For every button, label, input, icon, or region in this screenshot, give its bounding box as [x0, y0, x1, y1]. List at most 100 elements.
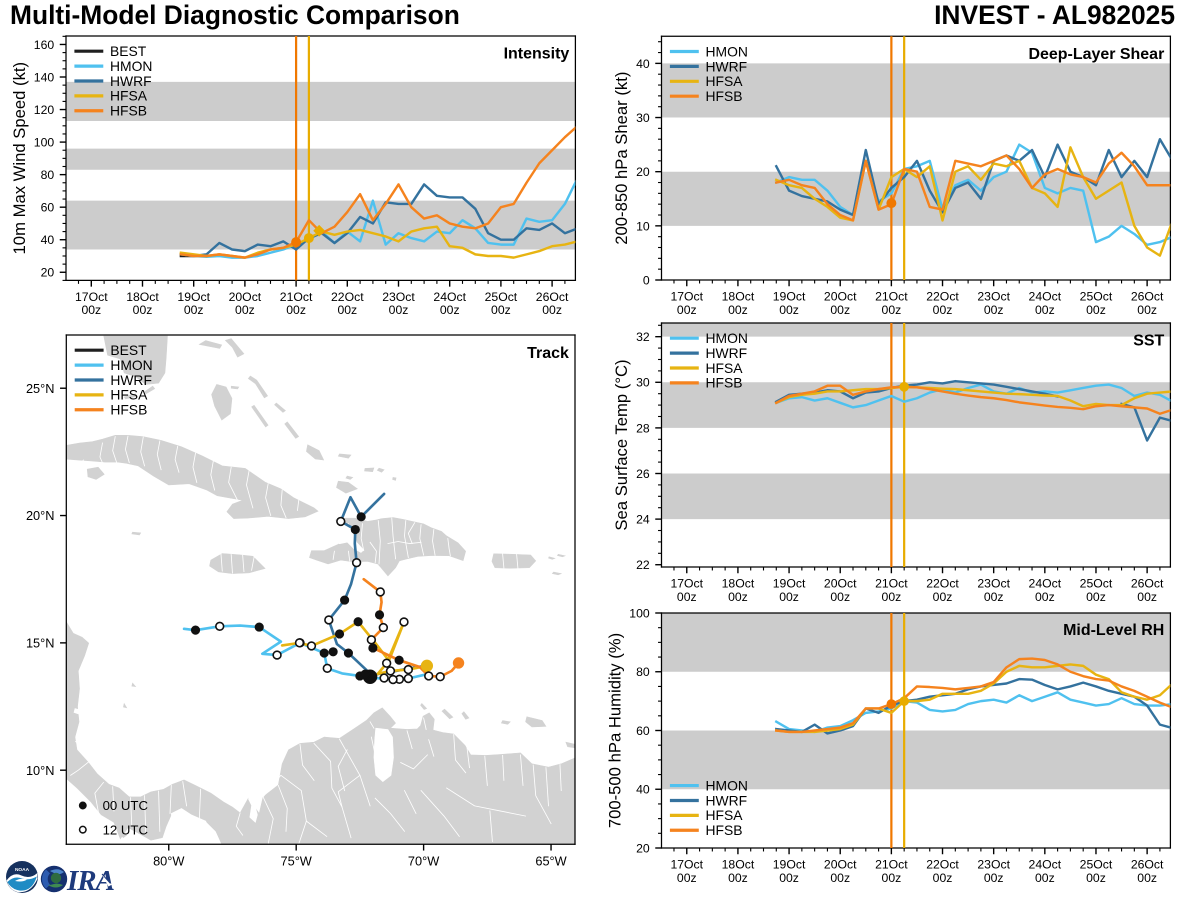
svg-text:BEST: BEST	[110, 43, 147, 59]
svg-text:60: 60	[636, 724, 650, 738]
svg-text:00z: 00z	[933, 303, 953, 317]
svg-text:25Oct: 25Oct	[485, 290, 518, 304]
svg-text:00z: 00z	[81, 303, 101, 317]
svg-text:00z: 00z	[779, 303, 799, 317]
svg-text:Mid-Level RH: Mid-Level RH	[1063, 622, 1164, 639]
svg-text:21Oct: 21Oct	[875, 290, 908, 304]
svg-text:Deep-Layer Shear: Deep-Layer Shear	[1028, 46, 1164, 63]
svg-text:00z: 00z	[933, 871, 953, 885]
svg-text:20Oct: 20Oct	[824, 290, 857, 304]
svg-text:26Oct: 26Oct	[1131, 290, 1164, 304]
svg-text:32: 32	[636, 330, 650, 344]
svg-text:30: 30	[636, 376, 650, 390]
svg-text:00z: 00z	[677, 590, 697, 604]
svg-text:20: 20	[636, 841, 650, 855]
svg-text:Sea Surface Temp (°C): Sea Surface Temp (°C)	[612, 359, 631, 530]
svg-text:00z: 00z	[882, 590, 902, 604]
svg-text:21Oct: 21Oct	[875, 858, 908, 872]
svg-text:26Oct: 26Oct	[1131, 858, 1164, 872]
svg-text:00z: 00z	[1035, 590, 1055, 604]
svg-text:HFSA: HFSA	[706, 73, 744, 89]
svg-text:SST: SST	[1133, 333, 1164, 350]
svg-text:80: 80	[636, 665, 650, 679]
svg-text:24Oct: 24Oct	[1029, 290, 1062, 304]
svg-text:00z: 00z	[830, 590, 850, 604]
svg-text:00z: 00z	[1137, 871, 1157, 885]
svg-text:00z: 00z	[286, 303, 306, 317]
svg-text:HMON: HMON	[706, 43, 748, 59]
svg-text:00z: 00z	[728, 590, 748, 604]
svg-text:23Oct: 23Oct	[977, 577, 1010, 591]
svg-text:HFSB: HFSB	[110, 402, 147, 418]
svg-text:23Oct: 23Oct	[977, 290, 1010, 304]
svg-text:00z: 00z	[984, 871, 1004, 885]
svg-text:HWRF: HWRF	[706, 792, 748, 808]
svg-text:00z: 00z	[235, 303, 255, 317]
svg-text:80: 80	[41, 168, 55, 182]
svg-text:00z: 00z	[1086, 871, 1106, 885]
svg-text:17Oct: 17Oct	[75, 290, 108, 304]
svg-text:22Oct: 22Oct	[926, 577, 959, 591]
svg-text:HMON: HMON	[110, 58, 152, 74]
svg-text:24Oct: 24Oct	[1029, 858, 1062, 872]
svg-text:30: 30	[636, 111, 650, 125]
svg-text:HFSA: HFSA	[706, 807, 744, 823]
svg-text:40: 40	[636, 783, 650, 797]
svg-text:18Oct: 18Oct	[126, 290, 159, 304]
svg-text:21Oct: 21Oct	[875, 577, 908, 591]
svg-text:26Oct: 26Oct	[536, 290, 569, 304]
svg-text:19Oct: 19Oct	[773, 858, 806, 872]
svg-text:23Oct: 23Oct	[382, 290, 415, 304]
svg-text:25Oct: 25Oct	[1080, 577, 1113, 591]
svg-text:00z: 00z	[389, 303, 409, 317]
svg-text:00z: 00z	[1137, 590, 1157, 604]
svg-text:18Oct: 18Oct	[722, 290, 755, 304]
svg-text:Multi-Model Diagnostic Compari: Multi-Model Diagnostic Comparison	[10, 0, 460, 30]
svg-text:20°N: 20°N	[26, 508, 55, 523]
svg-text:19Oct: 19Oct	[773, 577, 806, 591]
svg-text:HFSA: HFSA	[706, 360, 744, 376]
svg-text:00z: 00z	[1137, 303, 1157, 317]
svg-text:24: 24	[636, 513, 650, 527]
svg-text:00z: 00z	[779, 871, 799, 885]
svg-text:19Oct: 19Oct	[177, 290, 210, 304]
svg-text:75°W: 75°W	[281, 853, 312, 868]
svg-text:65°W: 65°W	[535, 853, 566, 868]
svg-text:00z: 00z	[677, 871, 697, 885]
svg-text:22Oct: 22Oct	[331, 290, 364, 304]
svg-text:10: 10	[636, 219, 650, 233]
svg-text:15°N: 15°N	[26, 636, 55, 651]
svg-text:00z: 00z	[830, 303, 850, 317]
svg-text:00z: 00z	[133, 303, 153, 317]
svg-text:60: 60	[41, 201, 55, 215]
svg-text:HWRF: HWRF	[110, 73, 152, 89]
svg-text:70°W: 70°W	[408, 853, 439, 868]
svg-text:12 UTC: 12 UTC	[103, 822, 149, 837]
svg-text:17Oct: 17Oct	[670, 577, 703, 591]
svg-text:22Oct: 22Oct	[926, 290, 959, 304]
svg-text:20Oct: 20Oct	[824, 858, 857, 872]
svg-text:23Oct: 23Oct	[977, 858, 1010, 872]
svg-text:Track: Track	[527, 345, 569, 362]
svg-text:00z: 00z	[1086, 303, 1106, 317]
svg-text:21Oct: 21Oct	[280, 290, 313, 304]
svg-text:24Oct: 24Oct	[1029, 577, 1062, 591]
svg-text:100: 100	[629, 606, 650, 620]
svg-text:120: 120	[34, 103, 55, 117]
svg-text:17Oct: 17Oct	[670, 290, 703, 304]
svg-text:20Oct: 20Oct	[824, 577, 857, 591]
svg-text:00z: 00z	[440, 303, 460, 317]
svg-text:HMON: HMON	[706, 330, 748, 346]
svg-text:00z: 00z	[337, 303, 357, 317]
svg-text:HFSB: HFSB	[706, 88, 743, 104]
svg-text:700-500 hPa Humidity (%): 700-500 hPa Humidity (%)	[605, 633, 624, 828]
svg-text:19Oct: 19Oct	[773, 290, 806, 304]
svg-text:26Oct: 26Oct	[1131, 577, 1164, 591]
svg-text:00z: 00z	[830, 871, 850, 885]
svg-text:100: 100	[34, 136, 55, 150]
svg-text:HFSB: HFSB	[706, 822, 743, 838]
svg-text:00z: 00z	[728, 303, 748, 317]
svg-text:HMON: HMON	[110, 357, 152, 373]
svg-text:00z: 00z	[728, 871, 748, 885]
svg-text:Intensity: Intensity	[504, 46, 570, 63]
